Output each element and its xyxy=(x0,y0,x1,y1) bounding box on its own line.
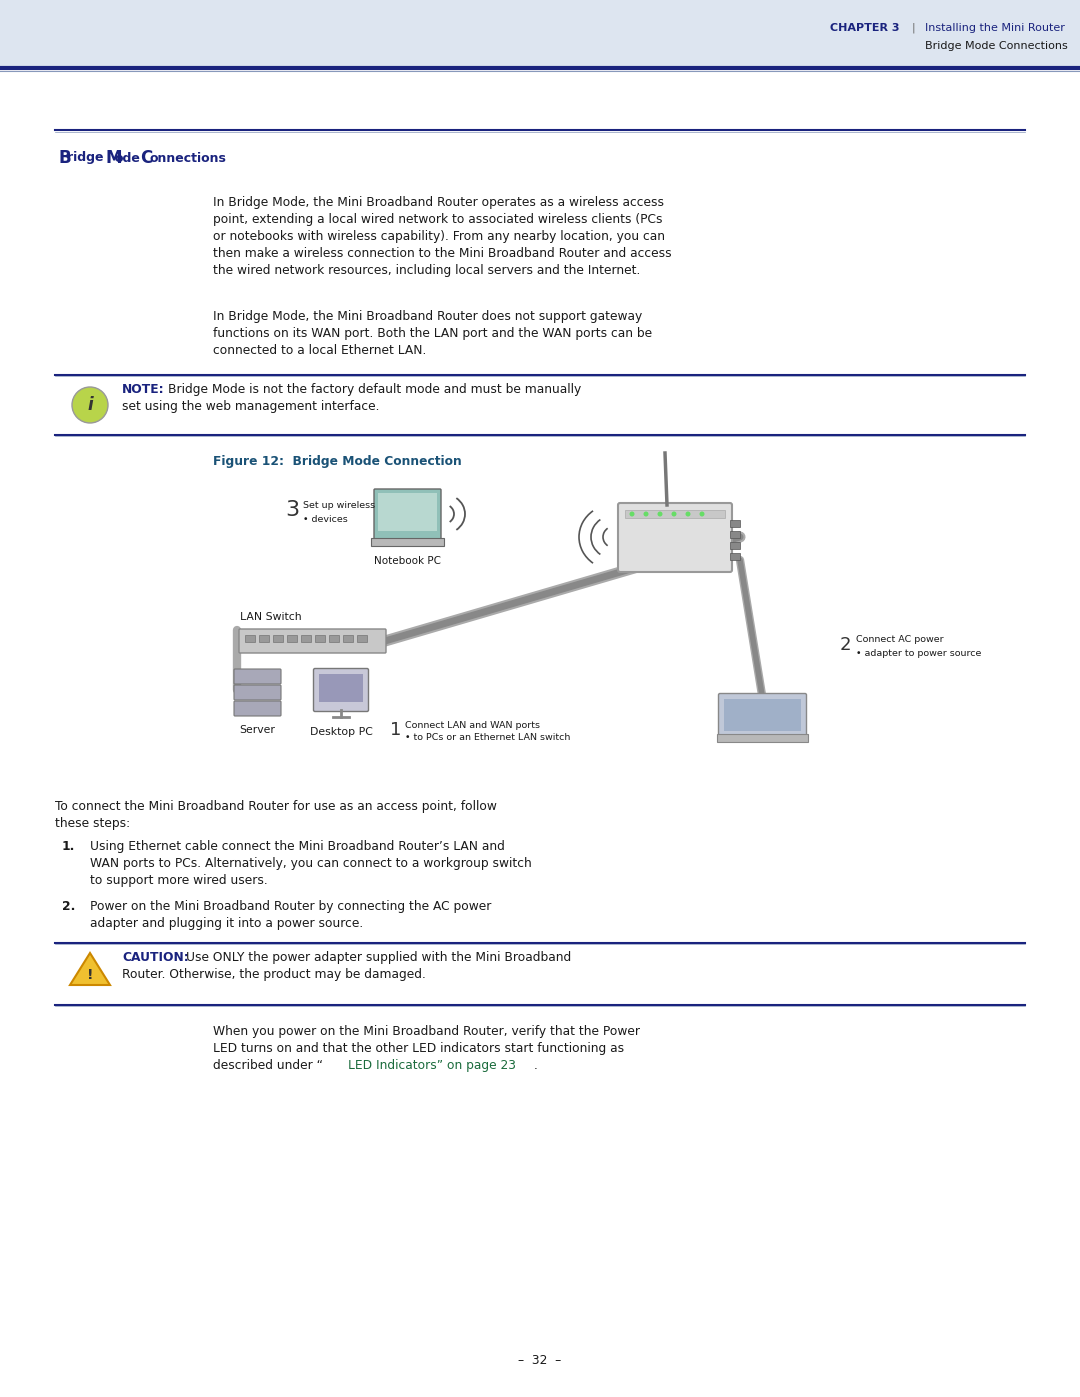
Text: to support more wired users.: to support more wired users. xyxy=(90,875,268,887)
Bar xyxy=(329,636,339,643)
Bar xyxy=(372,538,444,546)
Text: CHAPTER 3: CHAPTER 3 xyxy=(831,22,900,34)
Bar xyxy=(301,636,311,643)
Text: WAN ports to PCs. Alternatively, you can connect to a workgroup switch: WAN ports to PCs. Alternatively, you can… xyxy=(90,856,531,870)
Text: described under “: described under “ xyxy=(213,1059,323,1071)
Bar xyxy=(378,493,437,531)
Circle shape xyxy=(630,511,635,517)
Bar xyxy=(245,636,255,643)
Bar xyxy=(259,636,269,643)
Text: |: | xyxy=(912,22,916,34)
Text: M: M xyxy=(106,149,122,168)
Text: Notebook PC: Notebook PC xyxy=(374,556,441,566)
FancyBboxPatch shape xyxy=(313,669,368,711)
Text: Router. Otherwise, the product may be damaged.: Router. Otherwise, the product may be da… xyxy=(122,968,426,981)
Bar xyxy=(625,510,725,518)
Polygon shape xyxy=(70,953,110,985)
Text: Bridge Mode is not the factory default mode and must be manually: Bridge Mode is not the factory default m… xyxy=(168,383,581,395)
Bar xyxy=(287,636,297,643)
Circle shape xyxy=(672,511,676,517)
Bar xyxy=(343,636,353,643)
Text: ode: ode xyxy=(114,151,140,165)
Bar xyxy=(315,636,325,643)
Text: 1.: 1. xyxy=(62,840,76,854)
Text: • to PCs or an Ethernet LAN switch: • to PCs or an Ethernet LAN switch xyxy=(405,733,570,742)
Text: • devices: • devices xyxy=(303,514,348,524)
FancyBboxPatch shape xyxy=(234,669,281,685)
Text: Power on the Mini Broadband Router by connecting the AC power: Power on the Mini Broadband Router by co… xyxy=(90,900,491,914)
Bar xyxy=(273,636,283,643)
Text: i: i xyxy=(87,395,93,414)
Text: • adapter to power source: • adapter to power source xyxy=(856,648,982,658)
Text: C: C xyxy=(140,149,152,168)
Text: 1: 1 xyxy=(390,721,402,739)
Bar xyxy=(730,553,740,560)
FancyBboxPatch shape xyxy=(374,489,441,539)
FancyBboxPatch shape xyxy=(239,629,386,652)
Text: Server: Server xyxy=(239,725,275,735)
Text: Bridge Mode Connections: Bridge Mode Connections xyxy=(924,41,1068,52)
Text: –  32  –: – 32 – xyxy=(518,1354,562,1366)
Text: onnections: onnections xyxy=(149,151,226,165)
Text: LED Indicators” on page 23: LED Indicators” on page 23 xyxy=(348,1059,516,1071)
Text: or notebooks with wireless capability). From any nearby location, you can: or notebooks with wireless capability). … xyxy=(213,231,665,243)
Circle shape xyxy=(658,511,662,517)
Text: Figure 12:  Bridge Mode Connection: Figure 12: Bridge Mode Connection xyxy=(213,455,462,468)
Text: Desktop PC: Desktop PC xyxy=(310,726,373,738)
Text: point, extending a local wired network to associated wireless clients (PCs: point, extending a local wired network t… xyxy=(213,212,662,226)
Text: connected to a local Ethernet LAN.: connected to a local Ethernet LAN. xyxy=(213,344,427,358)
Circle shape xyxy=(72,387,108,423)
Text: functions on its WAN port. Both the LAN port and the WAN ports can be: functions on its WAN port. Both the LAN … xyxy=(213,327,652,339)
Text: Connect LAN and WAN ports: Connect LAN and WAN ports xyxy=(405,721,540,729)
Bar xyxy=(717,733,808,742)
FancyBboxPatch shape xyxy=(718,693,807,736)
Text: CAUTION:: CAUTION: xyxy=(122,951,189,964)
Text: In Bridge Mode, the Mini Broadband Router does not support gateway: In Bridge Mode, the Mini Broadband Route… xyxy=(213,310,643,323)
FancyBboxPatch shape xyxy=(234,701,281,717)
Text: these steps:: these steps: xyxy=(55,817,130,830)
Text: .: . xyxy=(534,1059,538,1071)
Text: LAN Switch: LAN Switch xyxy=(240,612,301,622)
Text: In Bridge Mode, the Mini Broadband Router operates as a wireless access: In Bridge Mode, the Mini Broadband Route… xyxy=(213,196,664,210)
Bar xyxy=(730,542,740,549)
Text: 2.: 2. xyxy=(62,900,76,914)
Text: Using Ethernet cable connect the Mini Broadband Router’s LAN and: Using Ethernet cable connect the Mini Br… xyxy=(90,840,504,854)
Text: Connect AC power: Connect AC power xyxy=(856,636,944,644)
Text: When you power on the Mini Broadband Router, verify that the Power: When you power on the Mini Broadband Rou… xyxy=(213,1025,640,1038)
Text: then make a wireless connection to the Mini Broadband Router and access: then make a wireless connection to the M… xyxy=(213,247,672,260)
Circle shape xyxy=(644,511,648,517)
Text: LED turns on and that the other LED indicators start functioning as: LED turns on and that the other LED indi… xyxy=(213,1042,624,1055)
Text: Set up wireless: Set up wireless xyxy=(303,500,375,510)
Text: 2: 2 xyxy=(840,636,851,654)
Text: ridge: ridge xyxy=(67,151,104,165)
Bar xyxy=(357,636,367,643)
Text: Installing the Mini Router: Installing the Mini Router xyxy=(924,22,1065,34)
Text: set using the web management interface.: set using the web management interface. xyxy=(122,400,379,414)
Circle shape xyxy=(686,511,690,517)
Circle shape xyxy=(700,511,704,517)
Bar xyxy=(724,698,801,731)
Text: Use ONLY the power adapter supplied with the Mini Broadband: Use ONLY the power adapter supplied with… xyxy=(186,951,571,964)
Text: !: ! xyxy=(86,968,93,982)
Bar xyxy=(319,673,363,703)
FancyBboxPatch shape xyxy=(618,503,732,571)
Text: 3: 3 xyxy=(285,500,299,520)
Bar xyxy=(730,531,740,538)
Text: To connect the Mini Broadband Router for use as an access point, follow: To connect the Mini Broadband Router for… xyxy=(55,800,497,813)
Bar xyxy=(0,0,1080,68)
Text: the wired network resources, including local servers and the Internet.: the wired network resources, including l… xyxy=(213,264,640,277)
Bar xyxy=(730,520,740,527)
Text: adapter and plugging it into a power source.: adapter and plugging it into a power sou… xyxy=(90,916,363,930)
Text: NOTE:: NOTE: xyxy=(122,383,164,395)
Text: B: B xyxy=(58,149,70,168)
FancyBboxPatch shape xyxy=(234,685,281,700)
